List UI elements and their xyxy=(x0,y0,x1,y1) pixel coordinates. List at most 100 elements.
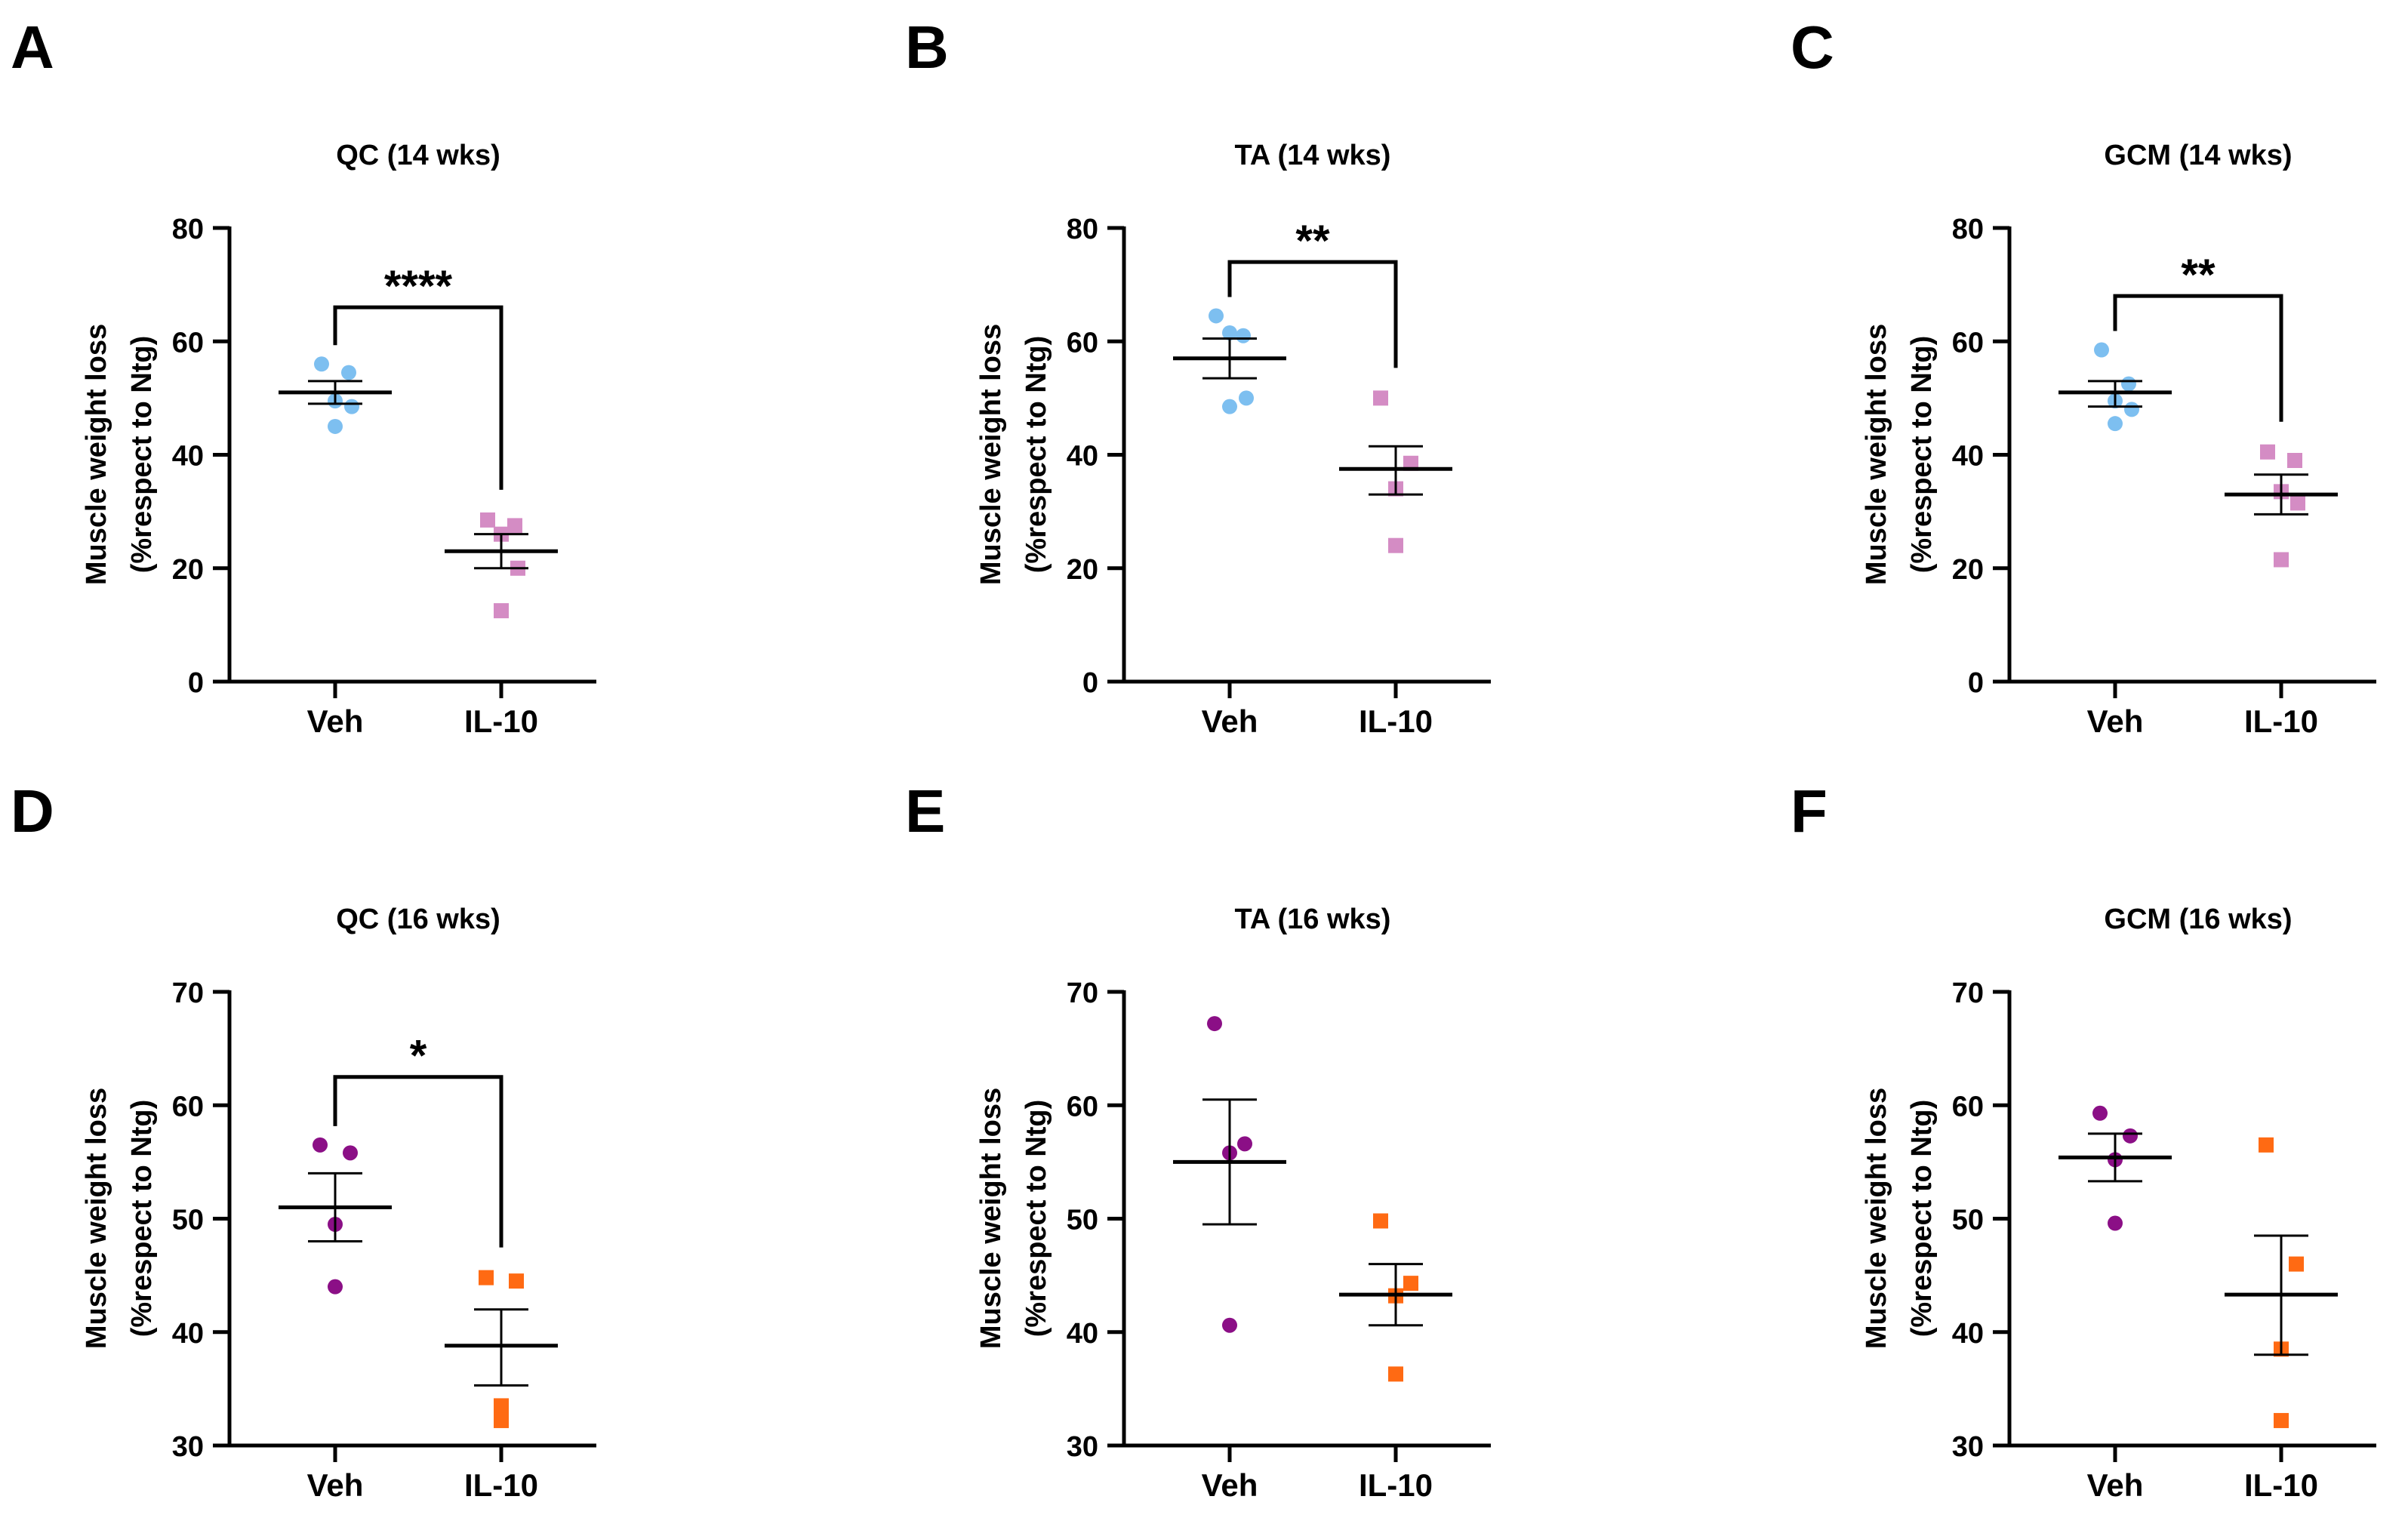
series-veh xyxy=(1173,308,1286,414)
data-point xyxy=(1236,328,1251,343)
data-point xyxy=(328,418,343,434)
y-tick-label: 60 xyxy=(1952,1091,1984,1122)
y-axis-label-line: Muscle weight loss xyxy=(81,324,112,585)
significance-bracket: **** xyxy=(333,262,503,490)
data-point xyxy=(343,1145,358,1161)
y-axis-label: Muscle weight loss (%respect to Ntg) xyxy=(1861,1088,1938,1349)
x-tick-label: IL-10 xyxy=(2244,1467,2318,1503)
y-tick-label: 70 xyxy=(1952,978,1984,1009)
data-point xyxy=(494,1398,509,1414)
x-tick-label: IL-10 xyxy=(464,1467,538,1503)
y-tick-label: 80 xyxy=(172,214,204,245)
y-tick-label: 80 xyxy=(1067,214,1098,245)
y-tick-label: 0 xyxy=(1968,667,1984,699)
x-tick-label: IL-10 xyxy=(1359,1467,1433,1503)
y-axis-label-line: (%respect to Ntg) xyxy=(126,1100,158,1338)
panel-a: A QC (14 wks) Muscle weight loss (%respect … xyxy=(11,14,596,739)
panel-d: D QC (16 wks) Muscle weight loss (%respect … xyxy=(11,777,596,1503)
series-veh xyxy=(279,356,392,434)
data-point xyxy=(2260,444,2275,460)
panel-e: E TA (16 wks) Muscle weight loss (%respect … xyxy=(905,777,1491,1503)
y-axis-label: Muscle weight loss (%respect to Ntg) xyxy=(81,1088,158,1349)
y-axis-label-line: (%respect to Ntg) xyxy=(1906,1100,1938,1338)
data-point xyxy=(1222,1317,1237,1333)
y-axis-label-line: Muscle weight loss xyxy=(1861,324,1892,585)
y-tick-label: 20 xyxy=(172,554,204,586)
data-point xyxy=(1388,537,1403,553)
y-tick-label: 40 xyxy=(172,1318,204,1350)
bracket-line xyxy=(1227,260,1398,368)
significance-label: ** xyxy=(2181,251,2216,300)
significance-label: **** xyxy=(384,262,453,311)
data-point xyxy=(1237,1136,1252,1152)
y-axis-label-line: (%respect to Ntg) xyxy=(1021,1100,1052,1338)
series-veh xyxy=(279,1137,392,1295)
panel-letter: E xyxy=(905,777,945,845)
panel-c: C GCM (14 wks) Muscle weight loss (%respect… xyxy=(1791,14,2376,739)
data-point xyxy=(494,603,509,619)
y-tick-label: 40 xyxy=(1952,441,1984,473)
data-point xyxy=(2274,552,2289,568)
y-tick-label: 70 xyxy=(1067,978,1098,1009)
data-point xyxy=(2123,1128,2138,1144)
data-point xyxy=(2259,1137,2274,1153)
chart-title: QC (16 wks) xyxy=(336,904,500,935)
series-veh xyxy=(2059,1105,2172,1231)
data-point xyxy=(1222,399,1237,414)
y-tick-label: 50 xyxy=(172,1205,204,1236)
significance-bracket: ** xyxy=(1227,217,1398,368)
y-tick-label: 60 xyxy=(1952,327,1984,359)
y-tick-label: 0 xyxy=(1082,667,1098,699)
series-il-10 xyxy=(2225,444,2338,568)
y-tick-label: 30 xyxy=(1067,1431,1098,1463)
data-point xyxy=(341,365,356,380)
chart-title: QC (14 wks) xyxy=(336,140,500,171)
panel-letter: C xyxy=(1791,14,1834,81)
y-axis-label-line: (%respect to Ntg) xyxy=(1906,336,1938,574)
significance-label: * xyxy=(410,1032,427,1081)
y-tick-label: 30 xyxy=(1952,1431,1984,1463)
data-point xyxy=(2274,1412,2289,1428)
y-tick-label: 60 xyxy=(172,1091,204,1122)
data-point xyxy=(1209,308,1224,324)
bracket-line xyxy=(2113,294,2283,422)
data-point xyxy=(2124,402,2139,417)
chart-title: TA (16 wks) xyxy=(1235,904,1391,935)
series-il-10 xyxy=(1339,1213,1452,1382)
data-point xyxy=(2289,1256,2304,1272)
y-tick-label: 0 xyxy=(188,667,204,699)
y-tick-label: 60 xyxy=(1067,1091,1098,1122)
y-axis-label-line: Muscle weight loss xyxy=(1861,1088,1892,1349)
data-point xyxy=(1222,325,1237,340)
panel-b: B TA (14 wks) Muscle weight loss (%respect … xyxy=(905,14,1491,739)
series-veh xyxy=(2059,342,2172,432)
data-point xyxy=(479,1270,494,1285)
y-axis-label: Muscle weight loss (%respect to Ntg) xyxy=(975,1088,1052,1349)
series-il-10 xyxy=(445,1270,558,1428)
y-tick-label: 70 xyxy=(172,978,204,1009)
y-tick-label: 80 xyxy=(1952,214,1984,245)
x-tick-label: Veh xyxy=(2087,704,2144,739)
chart-title: GCM (14 wks) xyxy=(2104,140,2292,171)
y-axis-label-line: Muscle weight loss xyxy=(81,1088,112,1349)
y-axis-label: Muscle weight loss (%respect to Ntg) xyxy=(975,324,1052,585)
data-point xyxy=(507,518,522,534)
x-tick-label: Veh xyxy=(307,704,364,739)
x-tick-label: Veh xyxy=(307,1467,364,1503)
data-point xyxy=(314,356,329,372)
x-tick-label: Veh xyxy=(1202,1467,1258,1503)
data-point xyxy=(1388,1366,1403,1382)
significance-label: ** xyxy=(1295,217,1330,266)
bracket-line xyxy=(333,305,503,490)
panel-letter: B xyxy=(905,14,949,81)
y-axis-label: Muscle weight loss (%respect to Ntg) xyxy=(1861,324,1938,585)
y-axis-label: Muscle weight loss (%respect to Ntg) xyxy=(81,324,158,585)
x-tick-label: IL-10 xyxy=(2244,704,2318,739)
x-tick-label: Veh xyxy=(2087,1467,2144,1503)
x-tick-label: IL-10 xyxy=(464,704,538,739)
data-point xyxy=(2092,1105,2108,1121)
series-il-10 xyxy=(445,512,558,619)
y-tick-label: 40 xyxy=(1067,441,1098,473)
x-tick-label: Veh xyxy=(1202,704,1258,739)
